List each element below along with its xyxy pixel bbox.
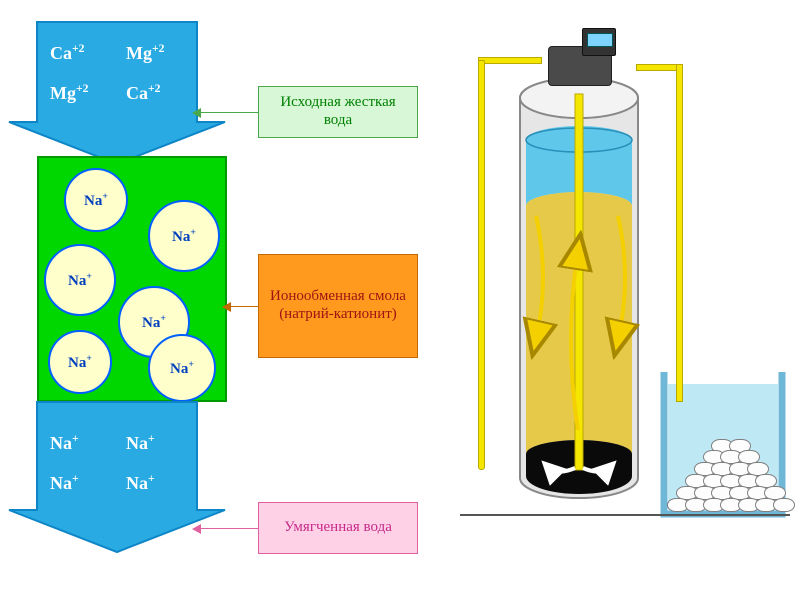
brine-line-drop — [676, 64, 683, 402]
salt-pellet — [773, 498, 795, 512]
floor-line — [460, 514, 790, 516]
diagram-canvas: { "colors": { "hard_water": "#29aae3", "… — [0, 0, 800, 601]
